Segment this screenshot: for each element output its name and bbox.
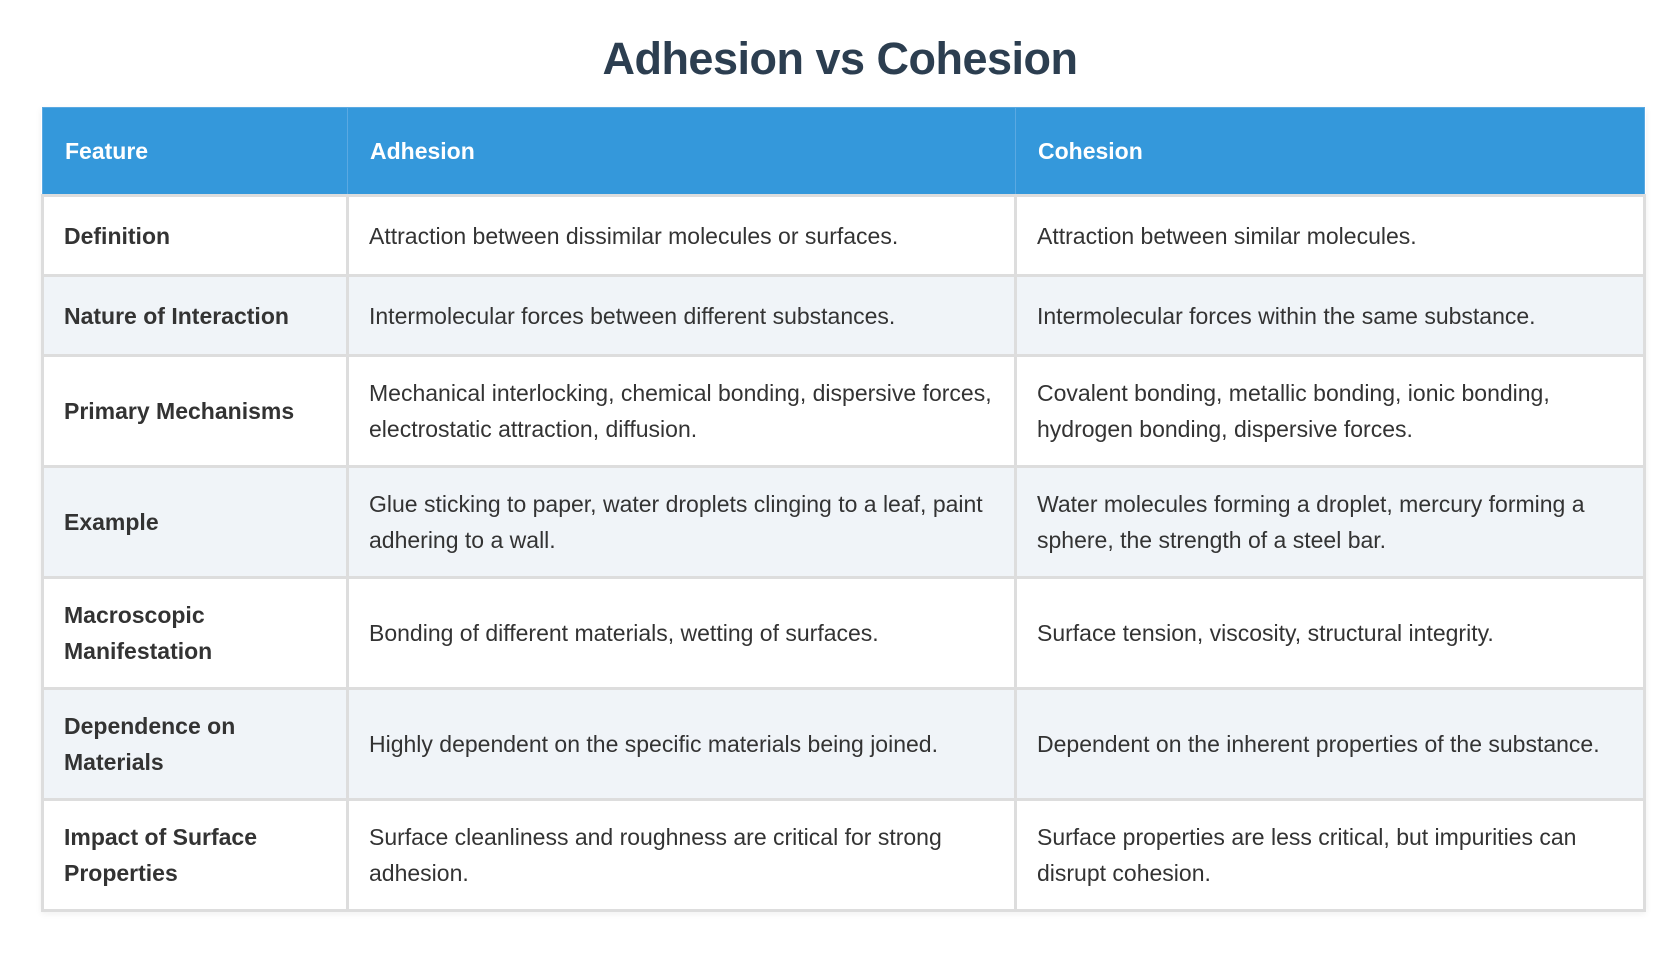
- table-row: Dependence on Materials Highly dependent…: [41, 687, 1646, 801]
- table-row: Example Glue sticking to paper, water dr…: [41, 465, 1646, 579]
- cohesion-cell: Covalent bonding, metallic bonding, ioni…: [1014, 354, 1646, 468]
- column-header-cohesion: Cohesion: [1015, 107, 1645, 196]
- adhesion-cell: Intermolecular forces between different …: [346, 274, 1017, 357]
- column-header-adhesion: Adhesion: [347, 107, 1016, 196]
- feature-cell: Primary Mechanisms: [41, 354, 349, 468]
- table-row: Primary Mechanisms Mechanical interlocki…: [41, 354, 1646, 468]
- feature-cell: Impact of Surface Properties: [41, 798, 349, 912]
- column-header-feature: Feature: [42, 107, 348, 196]
- comparison-table: Feature Adhesion Cohesion Definition Att…: [41, 107, 1646, 912]
- adhesion-cell: Attraction between dissimilar molecules …: [346, 194, 1017, 277]
- table-row: Macroscopic Manifestation Bonding of dif…: [41, 576, 1646, 690]
- adhesion-cell: Bonding of different materials, wetting …: [346, 576, 1017, 690]
- feature-cell: Macroscopic Manifestation: [41, 576, 349, 690]
- cohesion-cell: Surface tension, viscosity, structural i…: [1014, 576, 1646, 690]
- adhesion-cell: Glue sticking to paper, water droplets c…: [346, 465, 1017, 579]
- table-header-row: Feature Adhesion Cohesion: [42, 107, 1645, 196]
- cohesion-cell: Intermolecular forces within the same su…: [1014, 274, 1646, 357]
- feature-cell: Dependence on Materials: [41, 687, 349, 801]
- cohesion-cell: Attraction between similar molecules.: [1014, 194, 1646, 277]
- table-row: Definition Attraction between dissimilar…: [41, 194, 1646, 277]
- feature-cell: Definition: [41, 194, 349, 277]
- cohesion-cell: Dependent on the inherent properties of …: [1014, 687, 1646, 801]
- adhesion-cell: Highly dependent on the specific materia…: [346, 687, 1017, 801]
- table-row: Impact of Surface Properties Surface cle…: [41, 798, 1646, 912]
- cohesion-cell: Water molecules forming a droplet, mercu…: [1014, 465, 1646, 579]
- feature-cell: Nature of Interaction: [41, 274, 349, 357]
- page-title: Adhesion vs Cohesion: [602, 33, 1078, 84]
- adhesion-cell: Surface cleanliness and roughness are cr…: [346, 798, 1017, 912]
- adhesion-cell: Mechanical interlocking, chemical bondin…: [346, 354, 1017, 468]
- table-row: Nature of Interaction Intermolecular for…: [41, 274, 1646, 357]
- feature-cell: Example: [41, 465, 349, 579]
- cohesion-cell: Surface properties are less critical, bu…: [1014, 798, 1646, 912]
